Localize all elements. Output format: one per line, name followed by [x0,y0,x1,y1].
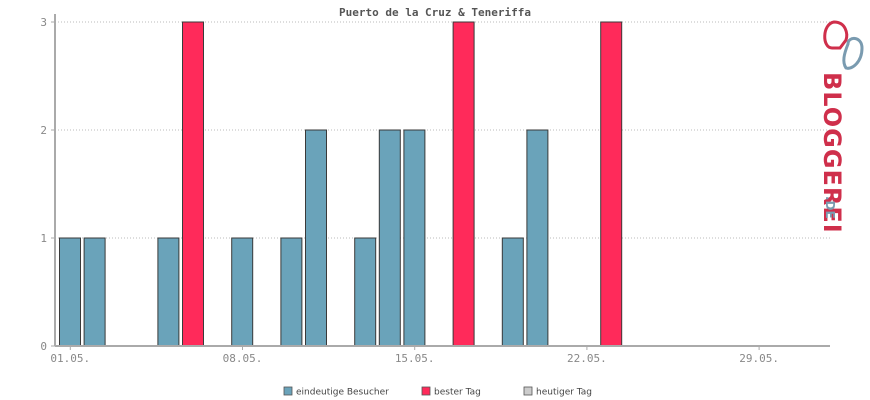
x-tick-label: 22.05. [567,352,607,365]
bar [157,237,180,347]
legend: eindeutige Besucher bester Tag heutiger Ta… [283,386,592,398]
bloggerei-logo-icon [823,20,864,70]
x-tick-label: 29.05. [739,352,779,365]
bar [354,237,377,347]
bar [403,129,426,347]
bar [83,237,106,347]
logo-text: BLOGGEREI [818,72,846,234]
logo-suffix: .DE [823,196,837,219]
legend-label: bester Tag [434,388,481,398]
y-tick-label: 2 [40,124,47,137]
x-tick-label: 01.05. [50,352,90,365]
bar [452,21,475,347]
bar [501,237,524,347]
legend-swatch [421,386,431,396]
bar [378,129,401,347]
legend-label: heutiger Tag [536,388,592,398]
bars [59,21,623,347]
bar [600,21,623,347]
legend-swatch [283,386,293,396]
axes: 0 1 2 3 01.05. 08.05. 15.05. 22.05. 29.05. [40,14,830,365]
bar [305,129,327,347]
y-tick-label: 0 [40,340,47,353]
bar [280,237,303,347]
x-tick-label: 08.05. [223,352,263,365]
bar [59,237,81,347]
bar [182,21,204,347]
y-tick-label: 1 [40,232,47,245]
y-tick-label: 3 [40,16,47,29]
legend-swatch [523,386,533,396]
bar [526,129,549,347]
bloggerei-logo[interactable]: BLOGGEREI .DE [818,20,864,234]
grid [55,21,830,239]
x-tick-label: 15.05. [395,352,435,365]
legend-label: eindeutige Besucher [296,388,389,398]
bar [231,237,254,347]
chart-title: Puerto de la Cruz & Teneriffa [339,6,531,19]
